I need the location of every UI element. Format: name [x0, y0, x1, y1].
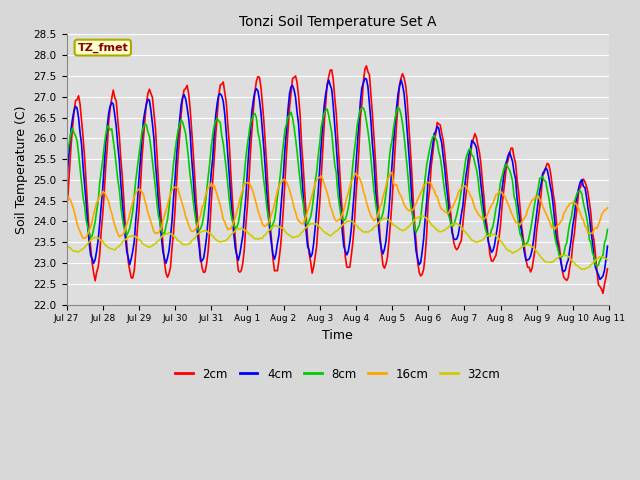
Text: TZ_fmet: TZ_fmet — [77, 42, 128, 53]
X-axis label: Time: Time — [323, 329, 353, 342]
Legend: 2cm, 4cm, 8cm, 16cm, 32cm: 2cm, 4cm, 8cm, 16cm, 32cm — [171, 363, 505, 385]
Y-axis label: Soil Temperature (C): Soil Temperature (C) — [15, 105, 28, 234]
Title: Tonzi Soil Temperature Set A: Tonzi Soil Temperature Set A — [239, 15, 436, 29]
